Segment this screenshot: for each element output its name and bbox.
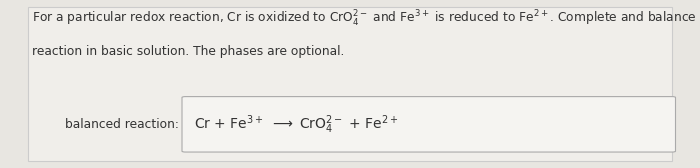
Text: reaction in basic solution. The phases are optional.: reaction in basic solution. The phases a… — [32, 45, 344, 58]
FancyBboxPatch shape — [28, 7, 672, 161]
Text: balanced reaction:: balanced reaction: — [64, 118, 178, 131]
Text: For a particular redox reaction, Cr is oxidized to CrO$_4^{2-}$ and Fe$^{3+}$ is: For a particular redox reaction, Cr is o… — [32, 8, 700, 29]
FancyBboxPatch shape — [182, 97, 676, 152]
Text: Cr + Fe$^{3+}$ $\longrightarrow$ CrO$_4^{2-}$ + Fe$^{2+}$: Cr + Fe$^{3+}$ $\longrightarrow$ CrO$_4^… — [194, 113, 398, 136]
